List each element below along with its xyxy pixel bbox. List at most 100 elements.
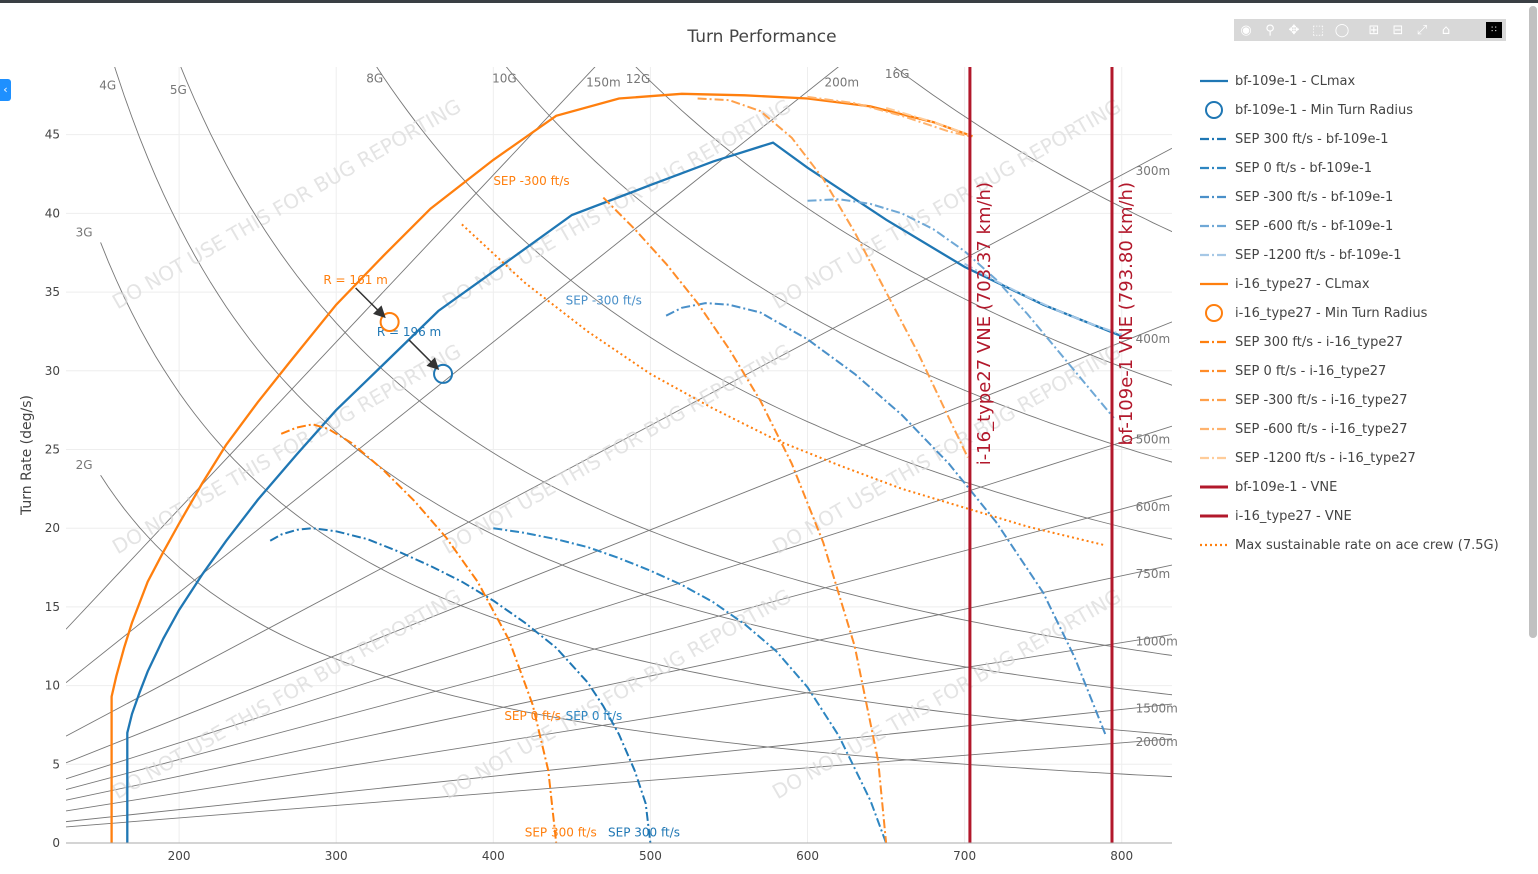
radius-line-label: 1500m bbox=[1136, 702, 1178, 716]
legend-label: SEP -600 ft/s - bf-109e-1 bbox=[1235, 219, 1393, 234]
legend-item[interactable]: SEP 300 ft/s - bf-109e-1 bbox=[1200, 132, 1389, 147]
legend-label: Max sustainable rate on ace crew (7.5G) bbox=[1235, 538, 1499, 553]
series-line bbox=[665, 302, 1107, 737]
radius-line bbox=[66, 67, 839, 684]
plotly-logo-icon[interactable]: ∷ bbox=[1486, 22, 1502, 38]
radius-line-label: 400m bbox=[1136, 332, 1171, 346]
chart-title: Turn Performance bbox=[686, 27, 836, 47]
legend-label: SEP 0 ft/s - bf-109e-1 bbox=[1235, 161, 1372, 176]
x-tick-label: 500 bbox=[639, 849, 662, 863]
legend-marker bbox=[1205, 304, 1223, 322]
y-axis-label: Turn Rate (deg/s) bbox=[19, 395, 35, 516]
y-tick-label: 45 bbox=[45, 128, 60, 142]
legend-item[interactable]: bf-109e-1 - Min Turn Radius bbox=[1205, 101, 1413, 119]
g-line-label: 12G bbox=[626, 72, 651, 86]
legend-label: i-16_type27 - Min Turn Radius bbox=[1235, 306, 1428, 321]
legend[interactable]: bf-109e-1 - CLmax bf-109e-1 - Min Turn Ra… bbox=[1200, 74, 1499, 553]
y-tick-label: 20 bbox=[45, 521, 60, 535]
vne-label: i-16_type27 VNE (703.37 km/h) bbox=[974, 182, 995, 465]
sep-curve-label: SEP 300 ft/s bbox=[525, 826, 597, 840]
box-select-icon[interactable]: ⬚ bbox=[1311, 22, 1325, 38]
radius-line bbox=[66, 147, 1172, 737]
radius-line bbox=[66, 67, 596, 630]
legend-item[interactable]: Max sustainable rate on ace crew (7.5G) bbox=[1200, 538, 1499, 553]
legend-item[interactable]: i-16_type27 - Min Turn Radius bbox=[1205, 304, 1428, 322]
camera-icon[interactable]: ◉ bbox=[1240, 22, 1252, 38]
legend-label: i-16_type27 - VNE bbox=[1235, 509, 1352, 524]
y-tick-label: 5 bbox=[52, 757, 60, 771]
legend-label: SEP -300 ft/s - bf-109e-1 bbox=[1235, 190, 1393, 205]
zoom-icon[interactable]: ⚲ bbox=[1265, 22, 1275, 38]
x-tick-label: 600 bbox=[796, 849, 819, 863]
legend-item[interactable]: SEP 0 ft/s - bf-109e-1 bbox=[1200, 161, 1372, 176]
radius-line bbox=[66, 738, 1172, 828]
sep-curve-label: SEP -300 ft/s bbox=[493, 174, 569, 188]
legend-item[interactable]: SEP 300 ft/s - i-16_type27 bbox=[1200, 335, 1403, 350]
legend-item[interactable]: SEP -1200 ft/s - bf-109e-1 bbox=[1200, 248, 1401, 263]
autoscale-icon[interactable]: ⤢ bbox=[1416, 22, 1428, 38]
g-line-label: 10G bbox=[492, 71, 517, 85]
y-tick-label: 15 bbox=[45, 600, 60, 614]
series-line bbox=[964, 262, 1123, 336]
chart-modebar: ◉ ⚲ ✥ ⬚ ◯ ⊞ ⊟ ⤢ ⌂ ∷ bbox=[1234, 19, 1506, 41]
series-line bbox=[697, 97, 969, 458]
radius-line bbox=[66, 321, 1172, 764]
zoom-out-icon[interactable]: ⊟ bbox=[1392, 22, 1404, 38]
sep-curve-label: SEP 300 ft/s bbox=[608, 826, 680, 840]
sidebar-toggle-tab[interactable]: ‹ bbox=[0, 79, 11, 101]
y-tick-label: 40 bbox=[45, 206, 60, 220]
legend-item[interactable]: SEP 0 ft/s - i-16_type27 bbox=[1200, 364, 1386, 379]
x-tick-label: 200 bbox=[168, 849, 191, 863]
g-line-label: 2G bbox=[76, 458, 93, 472]
legend-label: SEP -300 ft/s - i-16_type27 bbox=[1235, 393, 1408, 408]
y-tick-label: 0 bbox=[52, 836, 60, 850]
radius-line-label: 200m bbox=[824, 76, 859, 90]
legend-label: SEP -1200 ft/s - i-16_type27 bbox=[1235, 451, 1416, 466]
g-line bbox=[893, 67, 1172, 233]
radius-line-label: 750m bbox=[1136, 567, 1171, 581]
watermark-text: DO NOT USE THIS FOR BUG REPORTING bbox=[108, 339, 465, 559]
watermark-text: DO NOT USE THIS FOR BUG REPORTING bbox=[768, 339, 1125, 559]
legend-item[interactable]: SEP -300 ft/s - i-16_type27 bbox=[1200, 393, 1408, 408]
series-line bbox=[885, 106, 970, 136]
legend-item[interactable]: bf-109e-1 - VNE bbox=[1200, 480, 1337, 495]
min-turn-radius-marker bbox=[379, 311, 400, 332]
reset-axes-icon[interactable]: ⌂ bbox=[1441, 22, 1451, 38]
series-line bbox=[807, 95, 970, 138]
x-tick-label: 700 bbox=[953, 849, 976, 863]
legend-label: bf-109e-1 - Min Turn Radius bbox=[1235, 103, 1413, 118]
radius-line-label: 150m bbox=[586, 76, 621, 90]
g-line bbox=[505, 67, 1172, 463]
legend-item[interactable]: bf-109e-1 - CLmax bbox=[1200, 74, 1355, 89]
pan-icon[interactable]: ✥ bbox=[1288, 22, 1300, 38]
legend-item[interactable]: SEP -300 ft/s - bf-109e-1 bbox=[1200, 190, 1393, 205]
radius-line-label: 500m bbox=[1136, 433, 1171, 447]
top-border bbox=[0, 0, 1538, 3]
g-line-label: 16G bbox=[885, 67, 910, 81]
series-line bbox=[807, 198, 1115, 419]
annotation-label: R = 161 m bbox=[323, 273, 387, 287]
watermark-text: DO NOT USE THIS FOR BUG REPORTING bbox=[438, 339, 795, 559]
legend-item[interactable]: i-16_type27 - CLmax bbox=[1200, 277, 1370, 292]
lasso-icon[interactable]: ◯ bbox=[1334, 22, 1350, 38]
radius-line bbox=[66, 495, 1172, 790]
radius-line-label: 2000m bbox=[1136, 735, 1178, 749]
series-line bbox=[602, 196, 888, 844]
legend-item[interactable]: SEP -1200 ft/s - i-16_type27 bbox=[1200, 451, 1416, 466]
axes: 200 300 400 500 600 700 800 0 5 10 15 20 25 30 35 40 45 bbox=[45, 128, 1172, 863]
overlay-layer: 2G 3G 4G 5G 8G 10G 12G 16G 150m 200m 300m 400m 500m 6… bbox=[76, 67, 1178, 840]
series-line bbox=[461, 223, 1107, 547]
zoom-in-icon[interactable]: ⊞ bbox=[1368, 22, 1380, 38]
legend-item[interactable]: SEP -600 ft/s - bf-109e-1 bbox=[1200, 219, 1393, 234]
series-line bbox=[110, 92, 973, 843]
g-line bbox=[180, 67, 1172, 656]
legend-item[interactable]: i-16_type27 - VNE bbox=[1200, 509, 1352, 524]
legend-label: i-16_type27 - CLmax bbox=[1235, 277, 1370, 292]
legend-label: SEP 300 ft/s - i-16_type27 bbox=[1235, 335, 1403, 350]
legend-item[interactable]: SEP -600 ft/s - i-16_type27 bbox=[1200, 422, 1408, 437]
series-layer bbox=[110, 67, 1123, 844]
page-scrollbar[interactable] bbox=[1529, 6, 1537, 638]
watermark-text: DO NOT USE THIS FOR BUG REPORTING bbox=[108, 584, 465, 804]
